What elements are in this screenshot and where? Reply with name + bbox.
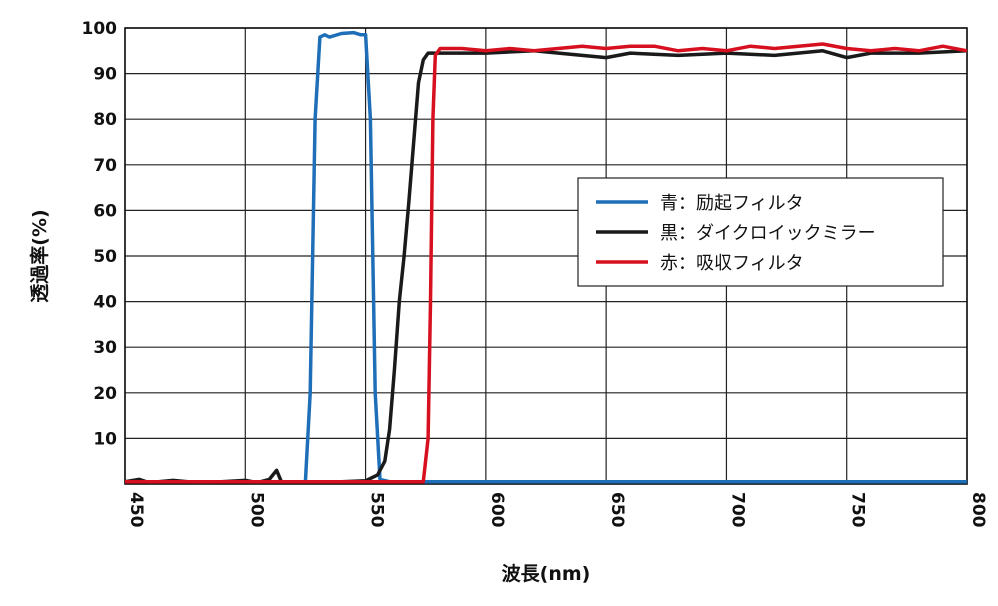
y-tick-label: 70 <box>93 156 117 176</box>
x-tick-label: 750 <box>848 492 868 528</box>
y-tick-label: 40 <box>93 293 117 313</box>
y-tick-label: 30 <box>93 338 117 358</box>
legend-label: 青：励起フィルタ <box>660 193 804 214</box>
x-tick-label: 700 <box>727 492 747 528</box>
x-tick-label: 450 <box>126 492 146 528</box>
y-tick-label: 60 <box>93 201 117 221</box>
x-tick-label: 650 <box>607 492 627 528</box>
x-tick-label: 600 <box>487 492 507 528</box>
x-tick-label: 500 <box>246 492 266 528</box>
y-tick-label: 90 <box>93 65 117 85</box>
y-axis-title: 透過率(%) <box>28 209 51 302</box>
y-tick-label: 10 <box>93 429 117 449</box>
legend-label: 黒：ダイクロイックミラー <box>660 223 876 244</box>
plot-frame <box>124 27 968 485</box>
x-axis-title: 波長(nm) <box>502 562 591 585</box>
x-tick-label: 800 <box>968 492 988 528</box>
y-tick-label: 100 <box>82 19 118 39</box>
y-tick-label: 80 <box>93 110 117 130</box>
y-tick-label: 20 <box>93 384 117 404</box>
legend-label: 赤：吸収フィルタ <box>660 253 804 274</box>
x-tick-label: 550 <box>367 492 387 528</box>
series-line <box>125 30 967 484</box>
series-line <box>125 42 968 484</box>
y-tick-label: 50 <box>93 247 117 267</box>
